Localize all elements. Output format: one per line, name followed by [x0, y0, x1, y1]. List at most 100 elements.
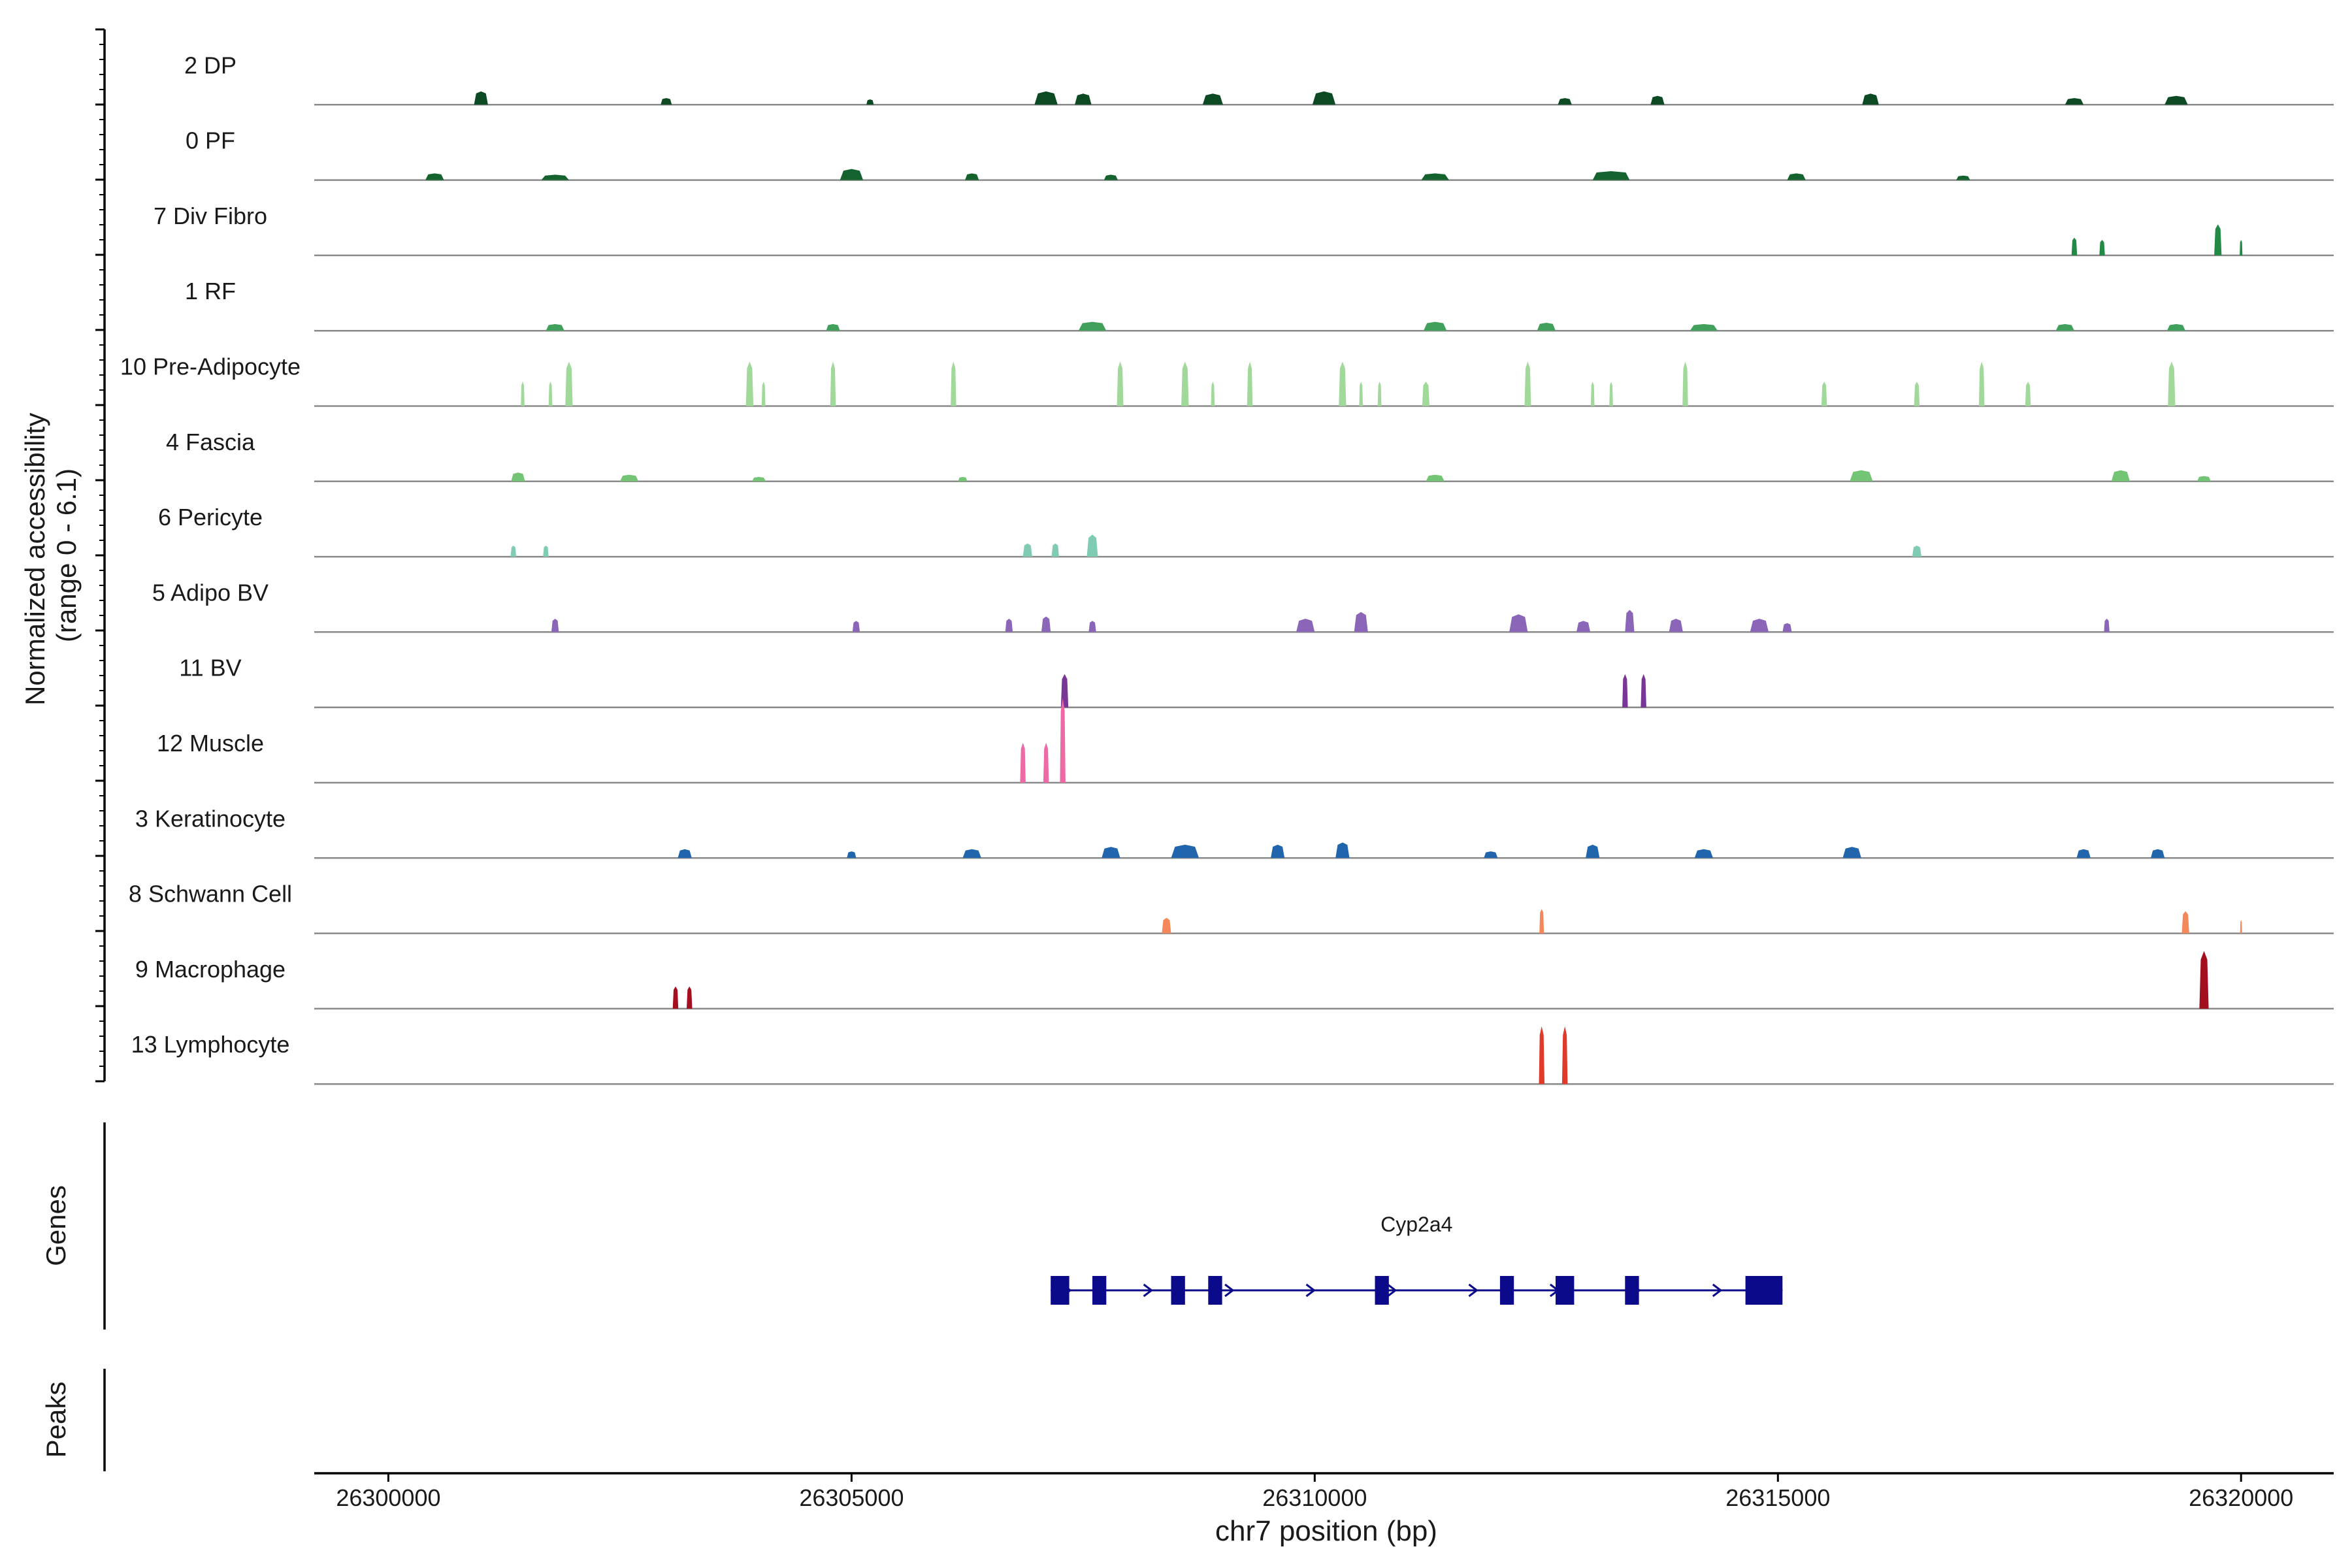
accessibility-peak [1086, 534, 1098, 557]
accessibility-peak [1060, 698, 1066, 783]
strand-arrow [1305, 1283, 1316, 1298]
accessibility-peak [551, 619, 559, 632]
gene-exon [1625, 1276, 1639, 1305]
accessibility-peak [1271, 844, 1285, 858]
gene-model: Cyp2a4 [1051, 1213, 1783, 1305]
accessibility-peak [678, 849, 692, 858]
accessibility-peak [546, 324, 564, 331]
y-axis-title-line-1: Normalized accessibility [20, 413, 50, 706]
accessibility-peak [2099, 240, 2105, 255]
accessibility-peak [1650, 95, 1665, 105]
accessibility-peak [541, 174, 569, 180]
accessibility-peak [1669, 619, 1683, 632]
track-label: 2 DP [184, 52, 237, 78]
accessibility-peak [2197, 476, 2212, 482]
accessibility-peak [1043, 742, 1049, 783]
accessibility-peak [1842, 847, 1861, 858]
accessibility-peak [510, 546, 517, 557]
accessibility-peak [2168, 361, 2176, 406]
gene-exon [1499, 1276, 1514, 1305]
track-12: 8 Schwann Cell [129, 881, 2334, 934]
gene-exon [1375, 1276, 1389, 1305]
track-5: 10 Pre-Adipocyte [120, 353, 2334, 407]
track-label: 5 Adipo BV [152, 579, 269, 606]
accessibility-peak [661, 98, 672, 105]
accessibility-peak [1117, 361, 1124, 406]
track-label: 12 Muscle [157, 730, 264, 757]
accessibility-peak [1862, 93, 1879, 105]
accessibility-peak [852, 621, 860, 632]
accessibility-peak [1750, 619, 1769, 632]
accessibility-peak [1912, 546, 1921, 557]
accessibility-peak [2166, 324, 2186, 331]
accessibility-peak [866, 99, 874, 105]
accessibility-peak [1641, 674, 1646, 708]
accessibility-tracks: 2 DP 0 PF 7 Div Fibro 1 RF 10 Pre-Adipocyte 4… [120, 52, 2334, 1085]
x-axis-tick-label: 26315000 [1725, 1484, 1830, 1511]
accessibility-peak [1103, 174, 1118, 180]
x-axis-tick-label: 26300000 [336, 1484, 440, 1511]
accessibility-peak [1509, 614, 1528, 632]
accessibility-peak [1622, 674, 1628, 708]
peaks-label: Peaks [41, 1382, 71, 1458]
accessibility-peak [1335, 842, 1350, 858]
y-axis-accessibility [95, 28, 106, 1083]
gene-exon [1171, 1276, 1185, 1305]
track-label: 10 Pre-Adipocyte [120, 353, 301, 380]
accessibility-peak [1694, 849, 1713, 858]
accessibility-peak [1484, 851, 1498, 858]
accessibility-peak [2181, 911, 2189, 934]
accessibility-peak [1422, 382, 1430, 406]
accessibility-peak [1821, 382, 1827, 406]
accessibility-peak [2199, 951, 2209, 1009]
accessibility-peak [1377, 382, 1382, 406]
accessibility-peak [847, 851, 857, 858]
track-6: 4 Fascia [166, 429, 2334, 483]
accessibility-peak [745, 361, 754, 406]
accessibility-peak [2071, 237, 2078, 255]
track-label: 4 Fascia [166, 429, 255, 455]
accessibility-peak [2240, 240, 2243, 255]
accessibility-peak [2055, 324, 2074, 331]
accessibility-peak [1586, 844, 1600, 858]
track-label: 6 Pericyte [158, 504, 263, 531]
x-axis-tick-label: 26320000 [2189, 1484, 2293, 1511]
accessibility-peak [548, 382, 553, 406]
gene-exon [1092, 1276, 1107, 1305]
x-axis-title: chr7 position (bp) [1215, 1515, 1437, 1547]
x-axis: 26300000 26305000 26310000 26315000 26320000 [314, 1472, 2334, 1511]
accessibility-peak [1060, 674, 1069, 708]
accessibility-peak [1078, 321, 1107, 331]
accessibility-peak [1558, 98, 1572, 105]
track-7: 6 Pericyte [158, 504, 2334, 558]
track-14: 13 Lymphocyte [131, 1026, 2334, 1085]
y-axis-title: Normalized accessibility (range 0 - 6.1) [20, 405, 82, 706]
strand-arrow [1712, 1283, 1723, 1298]
accessibility-peak [1202, 93, 1223, 105]
accessibility-peak [565, 361, 573, 406]
x-axis-tick-label: 26310000 [1262, 1484, 1367, 1511]
accessibility-peak [2151, 849, 2165, 858]
track-label: 3 Keratinocyte [135, 805, 286, 832]
accessibility-peak [1787, 173, 1806, 180]
genes-label: Genes [41, 1185, 71, 1266]
accessibility-peak [1247, 361, 1253, 406]
accessibility-peak [1682, 361, 1688, 406]
accessibility-peak [2111, 470, 2131, 482]
gene-exon [1745, 1276, 1783, 1305]
accessibility-peak [1312, 91, 1336, 105]
accessibility-peak [958, 477, 968, 482]
accessibility-peak [1075, 93, 1092, 105]
accessibility-peak [1850, 470, 1873, 482]
strand-arrow [1224, 1283, 1235, 1298]
accessibility-peak [1051, 543, 1059, 557]
track-11: 3 Keratinocyte [135, 805, 2334, 859]
gene-name: Cyp2a4 [1380, 1213, 1452, 1236]
accessibility-peak [1561, 1026, 1568, 1085]
accessibility-peak [1782, 623, 1792, 632]
accessibility-peak [826, 324, 840, 331]
accessibility-peak [1005, 619, 1013, 632]
accessibility-peak [474, 91, 488, 105]
track-label: 1 RF [185, 278, 236, 304]
